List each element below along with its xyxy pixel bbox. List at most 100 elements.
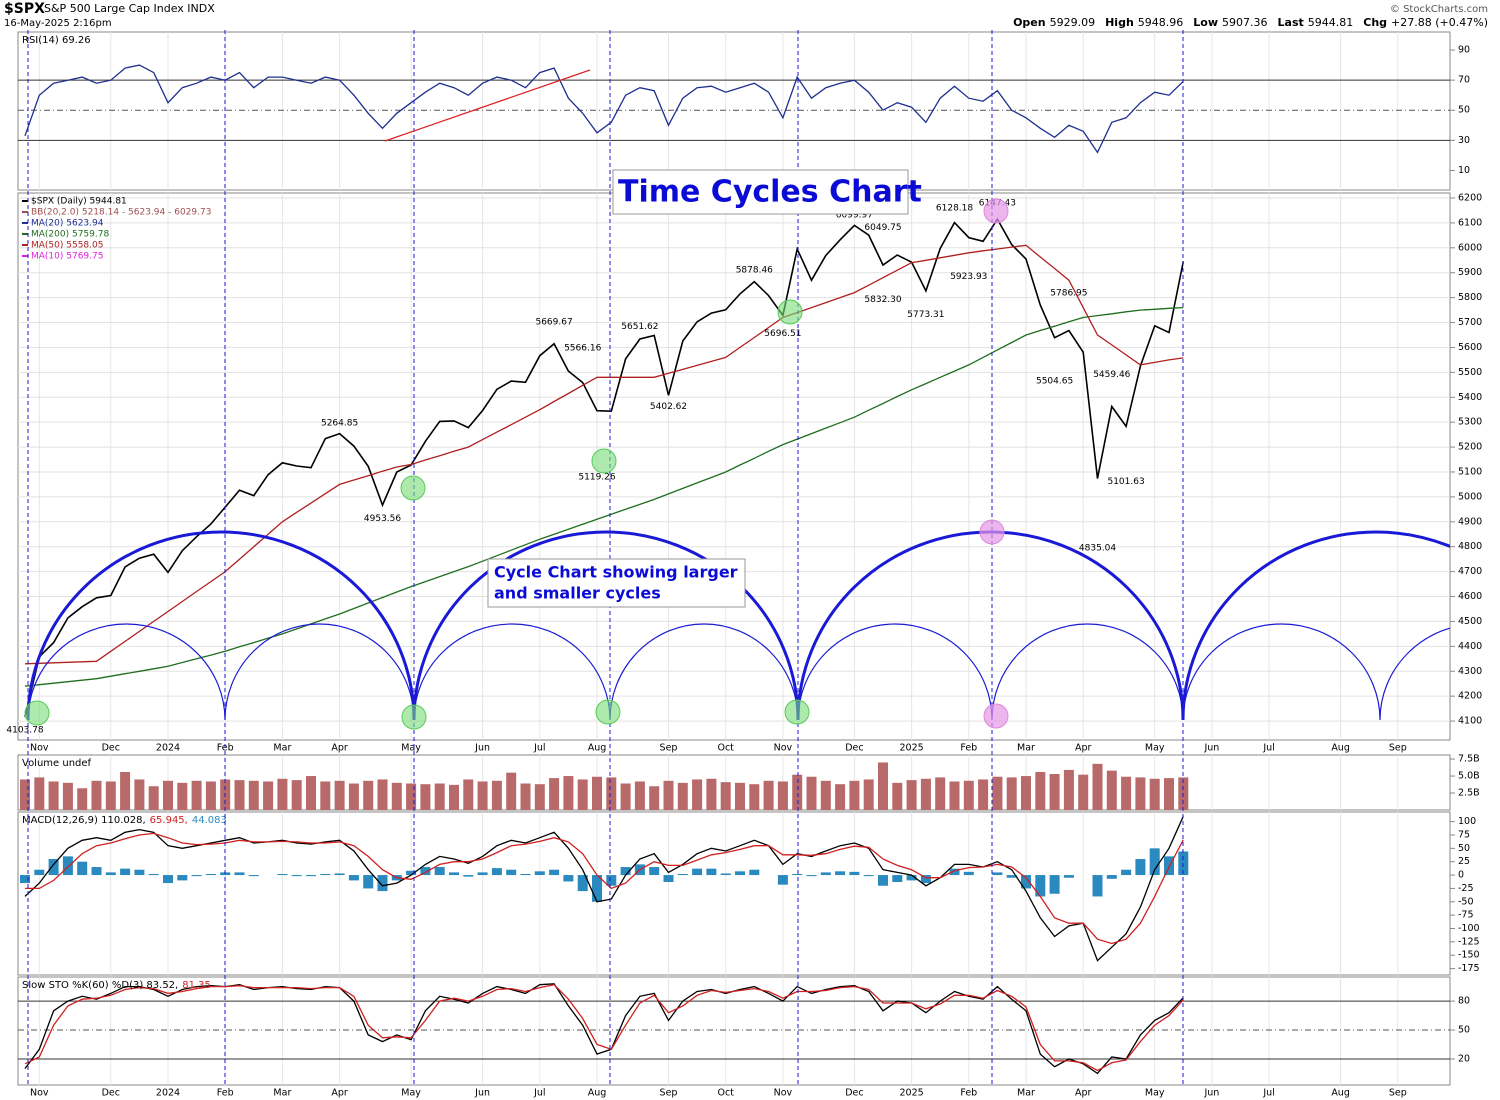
legend-text: MACD(12,26,9) 110.028, — [22, 815, 146, 826]
quote-value: 5944.81 — [1308, 16, 1354, 29]
x-tick-label: Sep — [1389, 1088, 1407, 1099]
price-label: 5651.62 — [621, 322, 658, 332]
price-label: 5786.95 — [1050, 288, 1087, 298]
x-tick-label: Jun — [474, 743, 490, 754]
x-tick-label: Nov — [774, 743, 793, 754]
x-tick-label: Nov — [30, 743, 49, 754]
bar — [963, 871, 974, 876]
bar — [406, 783, 417, 810]
bar — [563, 776, 574, 810]
bar — [420, 867, 431, 876]
y-tick-label: -25 — [1458, 883, 1474, 894]
x-tick-label: 2024 — [156, 1088, 180, 1099]
x-tick-label: Apr — [1075, 743, 1092, 754]
price-label: 5669.67 — [535, 318, 572, 328]
cycle-top — [983, 703, 1009, 729]
bar — [248, 780, 259, 810]
bar — [1092, 875, 1103, 897]
bar — [20, 779, 30, 810]
bar — [120, 771, 131, 810]
price-label: 5696.51 — [764, 329, 801, 339]
x-tick-label: Sep — [1389, 743, 1407, 754]
bar — [1106, 770, 1117, 810]
bar — [263, 781, 274, 810]
bar — [806, 776, 817, 810]
bar — [520, 783, 531, 810]
bar — [1035, 875, 1046, 897]
y-tick-label: 6200 — [1458, 192, 1482, 203]
bar — [820, 872, 831, 876]
bar — [735, 782, 745, 810]
y-tick-label: 4900 — [1458, 516, 1482, 527]
bar — [1006, 777, 1017, 810]
bar — [449, 872, 459, 876]
cycle-low — [784, 699, 810, 725]
bar — [91, 867, 102, 876]
y-tick-label: 2.5B — [1458, 788, 1480, 799]
price-label: 5264.85 — [321, 418, 358, 428]
bar — [177, 782, 188, 810]
x-tick-label: Apr — [331, 743, 348, 754]
bar — [606, 875, 617, 886]
bar — [1164, 778, 1174, 810]
price-label: 5119.26 — [578, 473, 615, 483]
bar — [191, 780, 202, 810]
x-tick-label: May — [1145, 1088, 1165, 1099]
bar — [792, 774, 803, 810]
legend: Slow STO %K(60) %D(3) 83.52, 81.35 — [22, 980, 211, 991]
bar — [491, 868, 502, 876]
price-label: 5773.31 — [907, 310, 944, 320]
bar — [920, 778, 931, 810]
y-tick-label: -50 — [1458, 896, 1474, 907]
cycle-low — [24, 700, 50, 726]
bar — [863, 779, 874, 810]
x-tick-label: 2024 — [156, 743, 180, 754]
x-tick-label: Nov — [30, 1088, 49, 1099]
bar — [649, 786, 660, 810]
x-tick-label: May — [401, 1088, 421, 1099]
instrument-name: S&P 500 Large Cap Index INDX — [44, 2, 215, 15]
y-tick-label: 5900 — [1458, 267, 1482, 278]
y-tick-label: 4300 — [1458, 666, 1482, 677]
x-tick-label: Mar — [273, 743, 291, 754]
bar — [1092, 763, 1103, 810]
bar — [749, 784, 760, 810]
bar — [477, 781, 488, 810]
note-line: and smaller cycles — [494, 584, 661, 603]
x-tick-label: Mar — [1017, 1088, 1035, 1099]
y-tick-label: 100 — [1458, 816, 1476, 827]
bar — [277, 778, 288, 810]
bar — [620, 783, 631, 810]
cycle-low — [401, 704, 427, 730]
bar — [363, 875, 374, 889]
price-label: 4835.04 — [1079, 543, 1116, 553]
y-tick-label: 80 — [1458, 996, 1470, 1007]
x-tick-label: Jul — [1262, 743, 1274, 754]
y-tick-label: -100 — [1458, 923, 1480, 934]
bar — [406, 870, 417, 876]
bar — [348, 875, 359, 881]
x-tick-label: Mar — [273, 1088, 291, 1099]
legend: MACD(12,26,9) 110.028, 65.945, 44.083 — [22, 815, 227, 826]
bar — [1149, 778, 1160, 810]
bar — [563, 875, 574, 882]
y-tick-label: 75 — [1458, 829, 1470, 840]
bar — [677, 782, 688, 810]
note-line: Cycle Chart showing larger — [494, 563, 738, 582]
bar — [163, 875, 173, 884]
bar — [77, 788, 88, 810]
x-tick-label: Apr — [331, 1088, 348, 1099]
bar — [48, 859, 59, 876]
x-tick-label: Feb — [217, 1088, 234, 1099]
bar — [863, 875, 874, 877]
bar — [463, 875, 474, 877]
y-tick-label: 4200 — [1458, 691, 1482, 702]
bar — [820, 780, 831, 810]
bar — [534, 784, 545, 810]
bar — [449, 784, 459, 810]
bar — [849, 780, 860, 810]
bar — [835, 871, 846, 876]
cycle-top — [979, 519, 1005, 545]
legend-text: 81.35 — [182, 980, 211, 991]
bar — [692, 779, 703, 810]
